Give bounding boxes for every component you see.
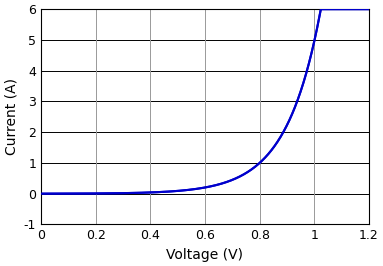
- Y-axis label: Current (A): Current (A): [4, 78, 18, 155]
- X-axis label: Voltage (V): Voltage (V): [167, 248, 244, 262]
